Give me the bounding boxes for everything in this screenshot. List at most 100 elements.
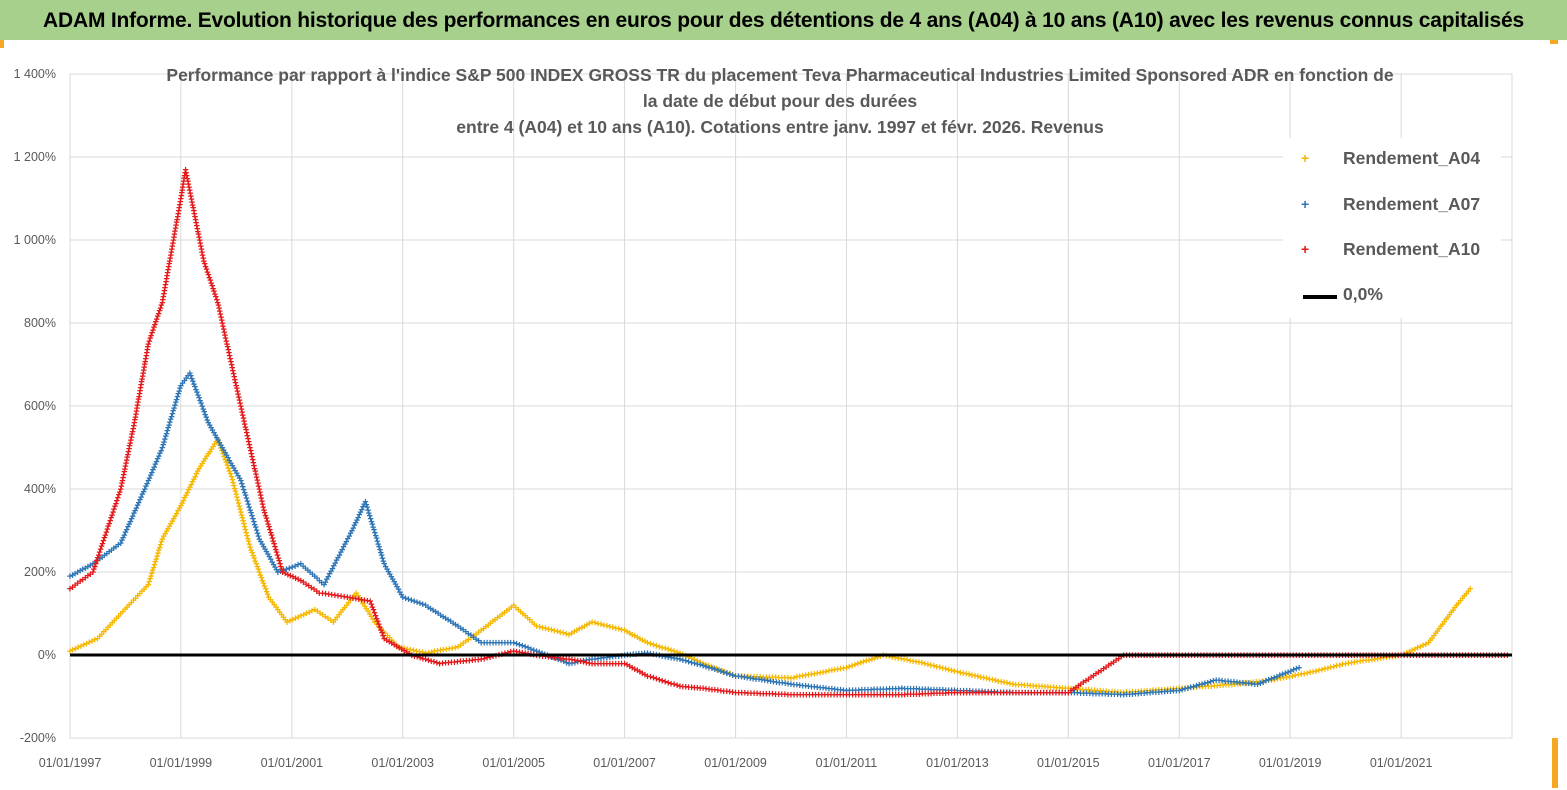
series-Rendement_A10-trace: + [204,267,210,279]
series-Rendement_A04-trace: + [306,607,312,619]
series-Rendement_A04-trace: + [1438,621,1444,633]
series-Rendement_A10-trace: + [87,569,93,581]
series-Rendement_A10-trace: + [140,365,146,377]
series-Rendement_A07-trace: + [685,656,691,668]
series-Rendement_A04-trace: + [1429,633,1435,645]
series-Rendement_A10-trace: + [862,689,868,701]
series-Rendement_A07-trace: + [759,675,765,687]
series-Rendement_A10-trace: + [580,657,586,669]
series-Rendement_A07-trace: + [502,638,508,650]
series-Rendement_A10-trace: + [639,668,645,680]
series-Rendement_A10-trace: + [194,220,200,232]
series-Rendement_A07-trace: + [215,435,221,447]
series-Rendement_A10-trace: + [264,516,270,528]
series-Rendement_A10-trace: + [172,223,178,235]
series-Rendement_A04-trace: + [1088,685,1094,697]
series-Rendement_A10-trace: + [227,354,233,366]
series-Rendement_A04-trace: + [708,661,714,673]
series-Rendement_A04-trace: + [83,638,89,650]
series-Rendement_A07-trace: + [979,686,985,698]
series-Rendement_A04-trace: + [1223,680,1229,692]
series-Rendement_A10-trace: + [117,487,123,499]
series-Rendement_A04-trace: + [240,516,246,528]
series-Rendement_A04-trace: + [278,609,284,621]
series-Rendement_A10-trace: + [218,315,224,327]
series-Rendement_A10-trace: + [1028,687,1034,699]
series-Rendement_A07-trace: + [1123,689,1129,701]
series-Rendement_A10-trace: + [560,653,566,665]
series-Rendement_A07-trace: + [1099,689,1105,701]
series-Rendement_A10-trace: + [99,538,105,550]
series-Rendement_A07-trace: + [280,565,286,577]
series-Rendement_A04-trace: + [1021,680,1027,692]
series-Rendement_A07-trace: + [892,683,898,695]
series-Rendement_A04-trace: + [393,639,399,651]
legend-line-zero [1303,295,1337,299]
series-Rendement_A07-trace: + [1199,679,1205,691]
series-Rendement_A10-trace: + [143,350,149,362]
series-Rendement_A10-trace: + [369,602,375,614]
series-Rendement_A07-trace: + [191,379,197,391]
series-Rendement_A04-point-10: + [265,592,271,604]
series-Rendement_A07-trace: + [222,448,228,460]
series-Rendement_A04-trace: + [866,655,872,667]
series-Rendement_A10-trace: + [1000,687,1006,699]
series-Rendement_A10-trace: + [223,336,229,348]
series-Rendement_A10-trace: + [119,478,125,490]
series-Rendement_A10-trace: + [255,481,261,493]
series-Rendement_A07-trace: + [193,384,199,396]
series-Rendement_A10-point-27: + [644,671,650,683]
series-Rendement_A07-trace: + [767,676,773,688]
series-Rendement_A10-trace: + [144,348,150,360]
series-Rendement_A04-trace: + [705,660,711,672]
series-Rendement_A10-trace: + [252,466,258,478]
series-Rendement_A10-trace: + [279,564,285,576]
series-Rendement_A07-trace: + [1173,685,1179,697]
series-Rendement_A10-trace: + [219,318,225,330]
legend: + Rendement_A04 + Rendement_A07 + Rendem… [1283,138,1501,318]
series-Rendement_A10-trace: + [653,674,659,686]
series-Rendement_A04-trace: + [380,626,386,638]
series-Rendement_A07-trace: + [332,558,338,570]
series-Rendement_A10-trace: + [454,657,460,669]
series-Rendement_A10-trace: + [224,342,230,354]
series-Rendement_A10-trace: + [626,661,632,673]
series-Rendement_A07-trace: + [1016,687,1022,699]
series-Rendement_A10-trace: + [198,244,204,256]
series-Rendement_A07-trace: + [913,684,919,696]
series-Rendement_A07-trace: + [209,425,215,437]
series-Rendement_A10-trace: + [490,651,496,663]
series-Rendement_A04-trace: + [229,474,235,486]
series-Rendement_A07-trace: + [674,654,680,666]
series-Rendement_A04-point-39: + [1268,675,1274,687]
series-Rendement_A04-trace: + [189,477,195,489]
series-Rendement_A07-trace: + [198,398,204,410]
series-Rendement_A10-trace: + [194,223,200,235]
series-Rendement_A04-trace: + [168,518,174,530]
series-Rendement_A10-trace: + [1016,687,1022,699]
series-Rendement_A10-trace: + [703,684,709,696]
series-Rendement_A07-trace: + [374,536,380,548]
series-Rendement_A10-trace: + [353,593,359,605]
series-Rendement_A04-trace: + [1126,687,1132,699]
series-Rendement_A07-trace: + [709,663,715,675]
series-Rendement_A04-trace: + [1085,685,1091,697]
series-Rendement_A04-trace: + [1170,684,1176,696]
series-Rendement_A04-trace: + [253,559,259,571]
series-Rendement_A10-trace: + [137,385,143,397]
series-Rendement_A10-trace: + [332,590,338,602]
series-Rendement_A10-trace: + [144,345,150,357]
series-Rendement_A04-trace: + [230,477,236,489]
series-Rendement_A07-trace: + [402,593,408,605]
series-Rendement_A07-trace: + [437,610,443,622]
series-Rendement_A10-trace: + [275,553,281,565]
series-Rendement_A10-trace: + [211,286,217,298]
series-Rendement_A07-trace: + [366,508,372,520]
series-Rendement_A07-point-36: + [1120,689,1126,701]
series-Rendement_A07-trace: + [262,544,268,556]
series-Rendement_A07-trace: + [1013,687,1019,699]
series-Rendement_A04-trace: + [239,513,245,525]
series-Rendement_A07-point-28: + [700,660,706,672]
series-Rendement_A07-trace: + [328,566,334,578]
series-Rendement_A04-trace: + [1313,666,1319,678]
